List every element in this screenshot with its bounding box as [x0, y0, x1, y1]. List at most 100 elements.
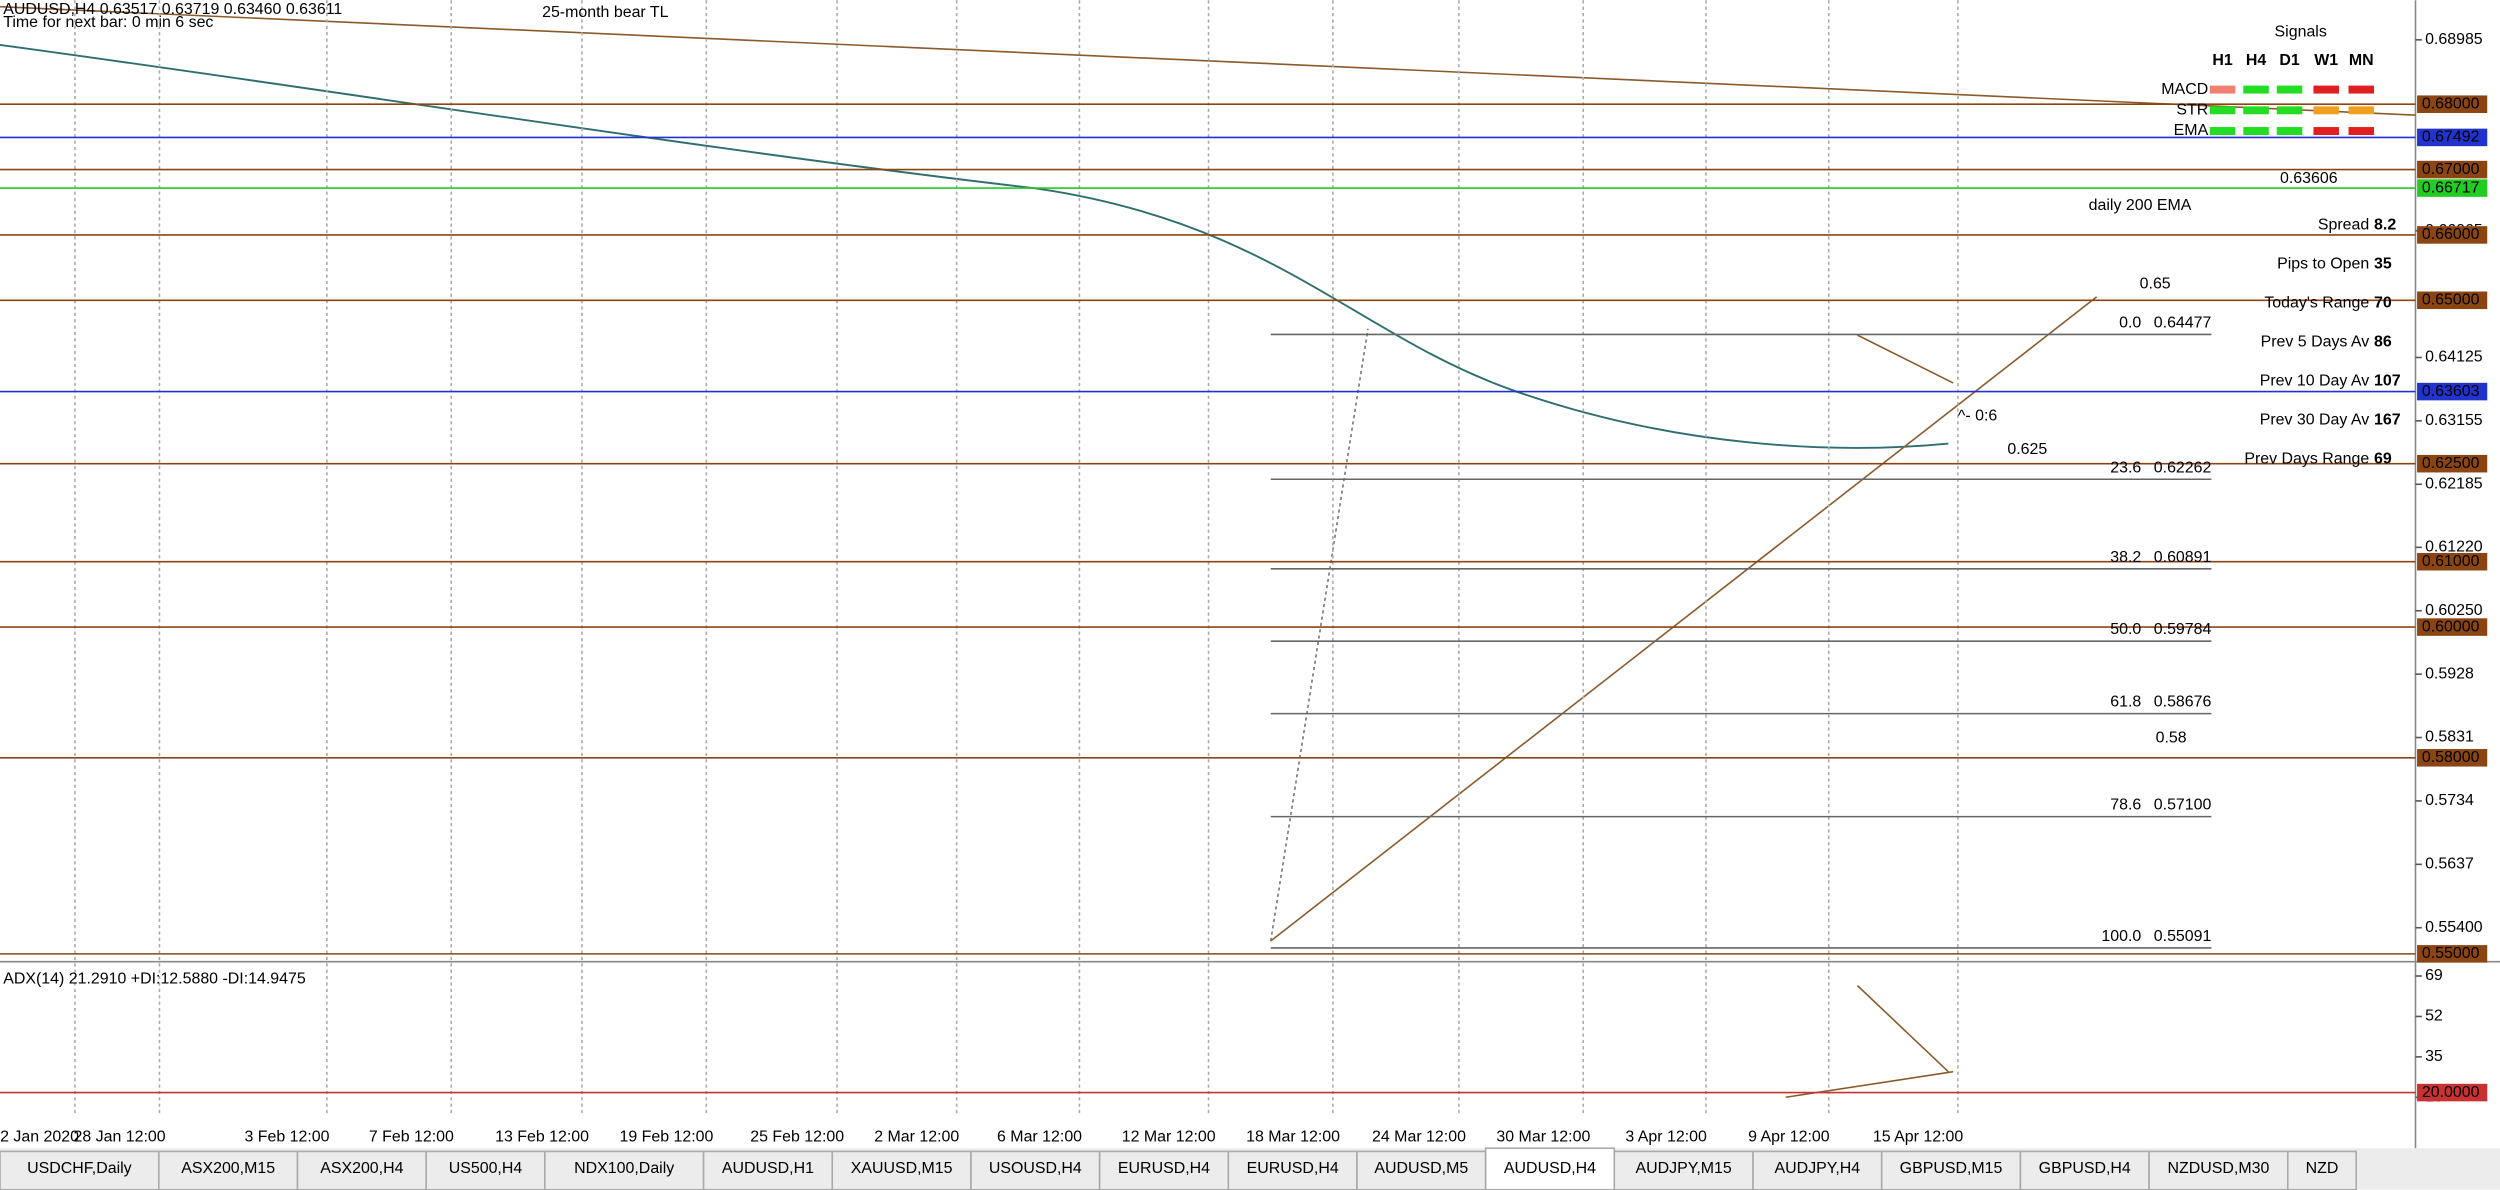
signal-cell — [2313, 106, 2339, 115]
y-tick-label: 0.68985 — [2425, 31, 2483, 48]
annotation: 0.65 — [2140, 275, 2171, 292]
level-box — [2417, 160, 2488, 179]
tab-label[interactable]: GBPUSD,H4 — [2039, 1160, 2131, 1177]
stat-value: 8.2 — [2374, 216, 2396, 233]
signal-cell — [2348, 106, 2375, 115]
signal-cell — [2209, 106, 2236, 115]
fib-price: 0.55091 — [2154, 928, 2212, 945]
signal-cell — [2243, 127, 2269, 136]
fib-level: 23.6 — [2110, 459, 2141, 476]
y-tick-label: 0.63155 — [2425, 412, 2483, 429]
level-box — [2417, 179, 2488, 197]
fib-price: 0.62262 — [2154, 459, 2212, 476]
x-tick-label: 6 Mar 12:00 — [997, 1128, 1082, 1145]
level-label: 0.55000 — [2422, 945, 2480, 962]
signal-row: STR — [2176, 102, 2208, 119]
level-box — [2417, 382, 2488, 401]
tab-label[interactable]: XAUUSD,M15 — [851, 1160, 953, 1177]
fib-level: 38.2 — [2110, 549, 2141, 566]
bar-timer: Time for next bar: 0 min 6 sec — [3, 14, 213, 31]
fib-price: 0.59784 — [2154, 621, 2212, 638]
stat-label: Spread — [2318, 216, 2369, 233]
tab-label[interactable]: US500,H4 — [449, 1160, 523, 1177]
fib-price: 0.64477 — [2154, 315, 2212, 332]
adx-y-tick-label: 52 — [2425, 1008, 2443, 1025]
tab[interactable] — [831, 1150, 972, 1190]
stat-value: 70 — [2374, 294, 2392, 311]
level-label: 0.61000 — [2422, 553, 2480, 570]
stat-label: Prev 30 Day Av — [2260, 412, 2370, 429]
tab-label[interactable]: AUDUSD,H1 — [722, 1160, 814, 1177]
stat-label: Prev 5 Days Av — [2261, 333, 2370, 350]
tab[interactable] — [1098, 1150, 1230, 1190]
fib-level: 0.0 — [2119, 315, 2141, 332]
y-tick-label: 0.5831 — [2425, 729, 2474, 746]
tab[interactable] — [544, 1150, 705, 1190]
tab[interactable] — [1227, 1150, 1358, 1190]
adx-level-label: 20.0000 — [2422, 1084, 2480, 1101]
tab[interactable] — [2286, 1150, 2357, 1190]
tab-label[interactable]: EURUSD,H4 — [1118, 1160, 1210, 1177]
annotation: 0.625 — [2007, 441, 2047, 458]
y-tick-label: 0.60250 — [2425, 602, 2483, 619]
level-box — [2417, 128, 2488, 147]
y-tick-label: 0.64125 — [2425, 349, 2483, 366]
level-label: 0.68000 — [2422, 95, 2480, 112]
level-box — [2417, 95, 2488, 113]
tab-label[interactable]: AUDJPY,M15 — [1636, 1160, 1732, 1177]
signal-cell — [2276, 127, 2303, 136]
signal-cell — [2209, 85, 2236, 94]
signal-cell — [2276, 106, 2303, 115]
tab-label[interactable]: NZD — [2306, 1160, 2339, 1177]
fib-level: 61.8 — [2110, 694, 2141, 711]
tab-label[interactable]: NDX100,Daily — [574, 1160, 674, 1177]
tab-label[interactable]: ASX200,M15 — [181, 1160, 275, 1177]
tab-label[interactable]: USOUSD,H4 — [989, 1160, 1082, 1177]
level-label: 0.60000 — [2422, 618, 2480, 635]
level-label: 0.65000 — [2422, 291, 2480, 308]
signal-cell — [2348, 127, 2375, 136]
signal-cell — [2243, 106, 2269, 115]
fib-price: 0.57100 — [2154, 797, 2212, 814]
signal-cell — [2243, 85, 2269, 94]
tab-label[interactable]: ASX200,H4 — [320, 1160, 403, 1177]
level-box — [2417, 945, 2488, 963]
y-tick-label: 0.62185 — [2425, 475, 2483, 492]
y-tick-label: 0.5637 — [2425, 856, 2474, 873]
level-label: 0.62500 — [2422, 455, 2480, 472]
level-box — [2417, 226, 2488, 244]
signal-cell — [2313, 85, 2339, 94]
level-box — [2417, 454, 2488, 473]
tab[interactable] — [1880, 1150, 2022, 1190]
adx-level-box — [2417, 1083, 2488, 1102]
signal-cell — [2313, 127, 2339, 136]
wedge-top — [1857, 334, 1954, 384]
x-tick-label: 9 Apr 12:00 — [1748, 1128, 1830, 1145]
tab[interactable] — [2019, 1150, 2150, 1190]
tab-label[interactable]: EURUSD,H4 — [1247, 1160, 1339, 1177]
tab[interactable] — [296, 1150, 427, 1190]
tab-label[interactable]: AUDUSD,M5 — [1374, 1160, 1468, 1177]
ema-200 — [0, 43, 1949, 449]
stat-label: Pips to Open — [2277, 255, 2369, 272]
tab[interactable] — [970, 1150, 1101, 1190]
y-tick-label: 0.55400 — [2425, 919, 2483, 936]
signal-column: MN — [2349, 52, 2374, 69]
y-tick-label: 0.61220 — [2425, 539, 2483, 556]
tab-label[interactable]: NZDUSD,M30 — [2168, 1160, 2270, 1177]
stat-value: 107 — [2374, 373, 2401, 390]
fib-level: 78.6 — [2110, 797, 2141, 814]
tab-label[interactable]: AUDUSD,H4 — [1504, 1160, 1596, 1177]
tab-label[interactable]: GBPUSD,M15 — [1900, 1160, 2003, 1177]
stat-value: 69 — [2374, 451, 2392, 468]
x-tick-label: 24 Mar 12:00 — [1372, 1128, 1466, 1145]
signal-column: D1 — [2279, 52, 2300, 69]
tab-label[interactable]: AUDJPY,H4 — [1775, 1160, 1861, 1177]
fib-price: 0.58676 — [2154, 694, 2212, 711]
tab-label[interactable]: USDCHF,Daily — [27, 1160, 132, 1177]
level-box — [2417, 618, 2488, 636]
signal-row: MACD — [2161, 81, 2208, 98]
tab[interactable] — [702, 1150, 834, 1190]
